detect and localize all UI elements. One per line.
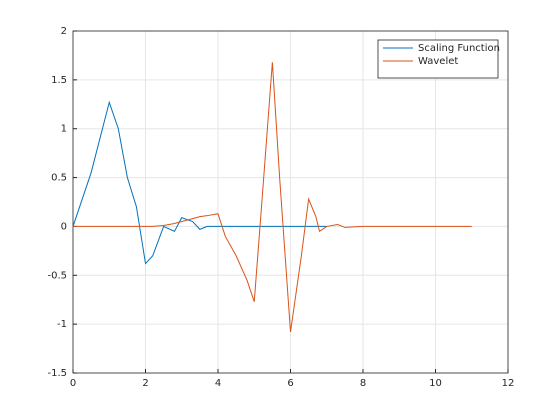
line-series <box>73 62 472 333</box>
legend-label: Wavelet <box>418 56 458 67</box>
line-series <box>72 100 327 265</box>
y-tick-label: 1.5 <box>51 75 67 86</box>
x-tick-label: 8 <box>360 378 366 389</box>
y-tick-label: -1.5 <box>47 368 67 379</box>
x-tick-label: 10 <box>429 378 442 389</box>
legend-label: Scaling Function <box>418 43 500 54</box>
x-tick-label: 2 <box>142 378 148 389</box>
y-tick-label: -0.5 <box>47 270 67 281</box>
y-tick-label: 0.5 <box>51 173 67 184</box>
x-tick-label: 6 <box>287 378 293 389</box>
legend-box <box>377 39 499 79</box>
y-tick-label: 2 <box>61 26 67 37</box>
y-tick-label: 0 <box>61 221 67 232</box>
axes-box <box>72 30 509 374</box>
y-tick-label: -1 <box>57 319 67 330</box>
x-tick-label: 0 <box>70 378 76 389</box>
y-tick-label: 1 <box>61 124 67 135</box>
x-tick-label: 4 <box>215 378 221 389</box>
x-tick-label: 12 <box>502 378 515 389</box>
